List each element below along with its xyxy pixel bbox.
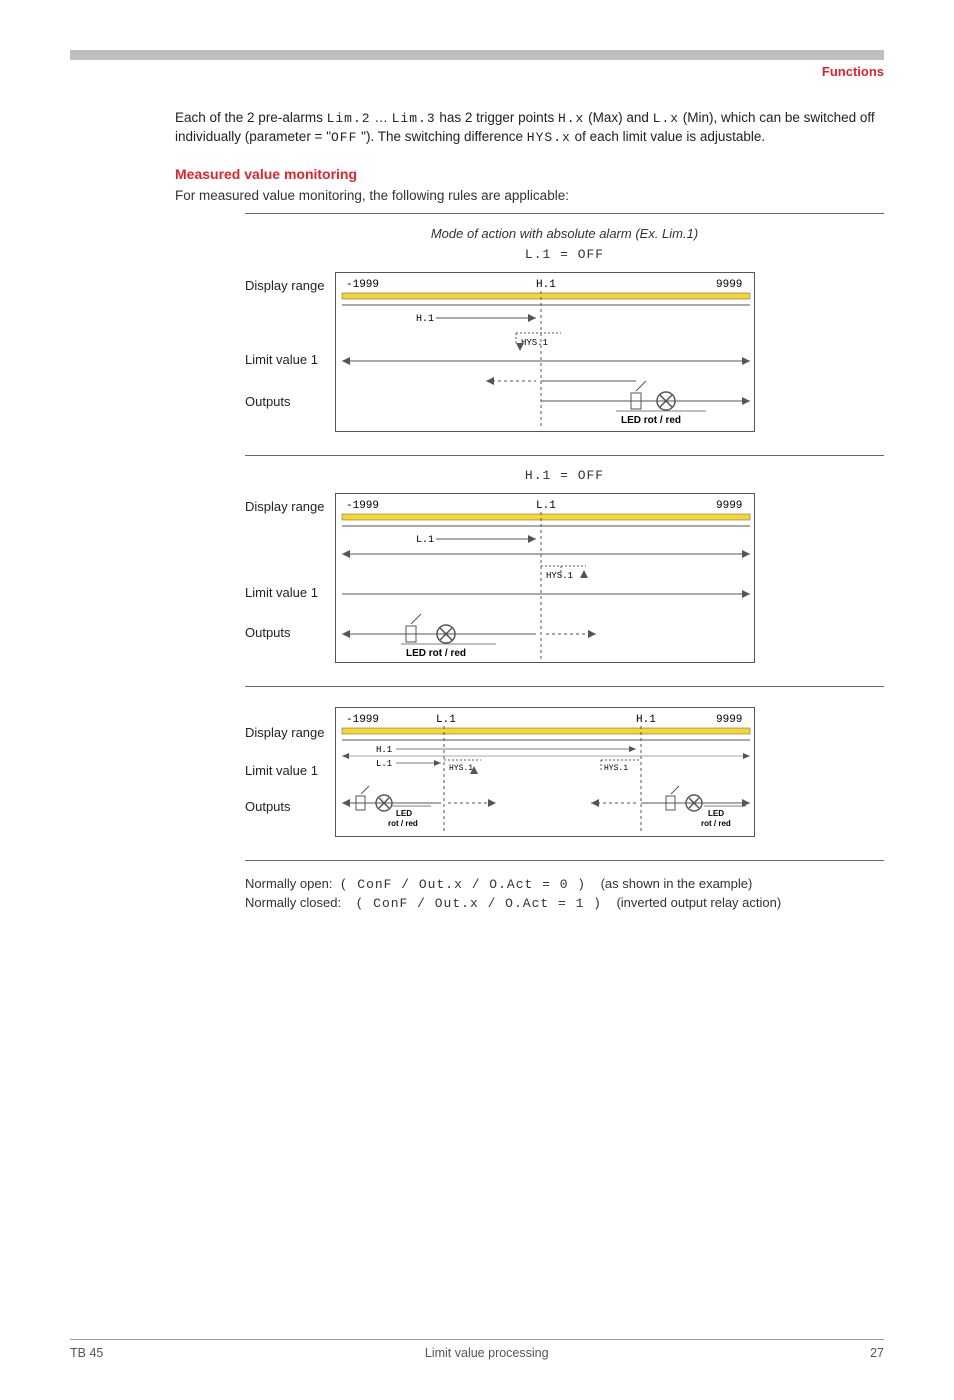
svg-text:HYS.1: HYS.1 (546, 571, 573, 581)
svg-text:-1999: -1999 (346, 500, 379, 512)
svg-text:HYS.1: HYS.1 (604, 764, 628, 773)
footer-center: Limit value processing (425, 1346, 549, 1360)
svg-text:-1999: -1999 (346, 279, 379, 291)
section-title: Measured value monitoring (175, 166, 884, 182)
diagram-sub-2: H.1 = OFF (245, 468, 884, 483)
top-rule (70, 50, 884, 60)
label-outputs-1: Outputs (245, 394, 291, 409)
svg-text:9999: 9999 (716, 714, 742, 726)
section-lead: For measured value monitoring, the follo… (175, 188, 884, 203)
footer-right: 27 (870, 1346, 884, 1360)
svg-text:HYS.1: HYS.1 (449, 764, 473, 773)
diagram-svg-1: -1999 H.1 9999 H.1 HYS.1 (335, 272, 755, 432)
diagram-svg-2: -1999 L.1 9999 L.1 HYS.1 (335, 493, 755, 663)
svg-text:H.1: H.1 (416, 314, 434, 325)
label-limit-value-3: Limit value 1 (245, 763, 318, 778)
svg-text:L.1: L.1 (536, 500, 556, 512)
label-limit-value-2: Limit value 1 (245, 585, 318, 600)
svg-text:LED: LED (708, 809, 724, 818)
svg-text:L.1: L.1 (436, 714, 456, 726)
header-section-label: Functions (0, 64, 884, 79)
svg-text:H.1: H.1 (636, 714, 656, 726)
svg-text:H.1: H.1 (376, 745, 392, 755)
label-display-range-2: Display range (245, 499, 325, 514)
svg-text:L.1: L.1 (416, 535, 434, 546)
normally-closed-label: Normally closed: (245, 895, 341, 910)
main-content: Each of the 2 pre-alarms Lim.2 … Lim.3 h… (175, 109, 884, 913)
svg-text:HYS.1: HYS.1 (521, 338, 548, 348)
svg-text:L.1: L.1 (376, 759, 392, 769)
intro-paragraph: Each of the 2 pre-alarms Lim.2 … Lim.3 h… (175, 109, 884, 146)
divider-3 (245, 860, 884, 861)
svg-text:LED: LED (396, 809, 412, 818)
diagram-svg-3: -1999 L.1 H.1 9999 H.1 L.1 HYS.1 HYS.1 (335, 707, 755, 837)
svg-text:H.1: H.1 (536, 279, 556, 291)
svg-text:rot / red: rot / red (388, 819, 418, 828)
divider-1 (245, 455, 884, 456)
diagram-sub-1: L.1 = OFF (245, 247, 884, 262)
divider-2 (245, 686, 884, 687)
normally-closed-expr: ( ConF / Out.x / O.Act = 1 ) (356, 896, 602, 911)
label-outputs-2: Outputs (245, 625, 291, 640)
diagram-caption: Mode of action with absolute alarm (Ex. … (245, 226, 884, 241)
svg-text:9999: 9999 (716, 500, 742, 512)
footer-left: TB 45 (70, 1346, 103, 1360)
normally-closed-note: (inverted output relay action) (616, 895, 781, 910)
svg-text:-1999: -1999 (346, 714, 379, 726)
svg-text:rot / red: rot / red (701, 819, 731, 828)
svg-text:LED rot / red: LED rot / red (621, 415, 681, 426)
svg-text:LED rot / red: LED rot / red (406, 648, 466, 659)
normally-open-label: Normally open: (245, 876, 332, 891)
label-display-range-1: Display range (245, 278, 325, 293)
label-outputs-3: Outputs (245, 799, 291, 814)
normally-open-expr: ( ConF / Out.x / O.Act = 0 ) (340, 877, 586, 892)
diagram-1: Mode of action with absolute alarm (Ex. … (245, 213, 884, 437)
label-limit-value-1: Limit value 1 (245, 352, 318, 367)
normally-open-note: (as shown in the example) (601, 876, 753, 891)
bottom-notes: Normally open: ( ConF / Out.x / O.Act = … (245, 875, 884, 913)
label-display-range-3: Display range (245, 725, 325, 740)
svg-text:9999: 9999 (716, 279, 742, 291)
